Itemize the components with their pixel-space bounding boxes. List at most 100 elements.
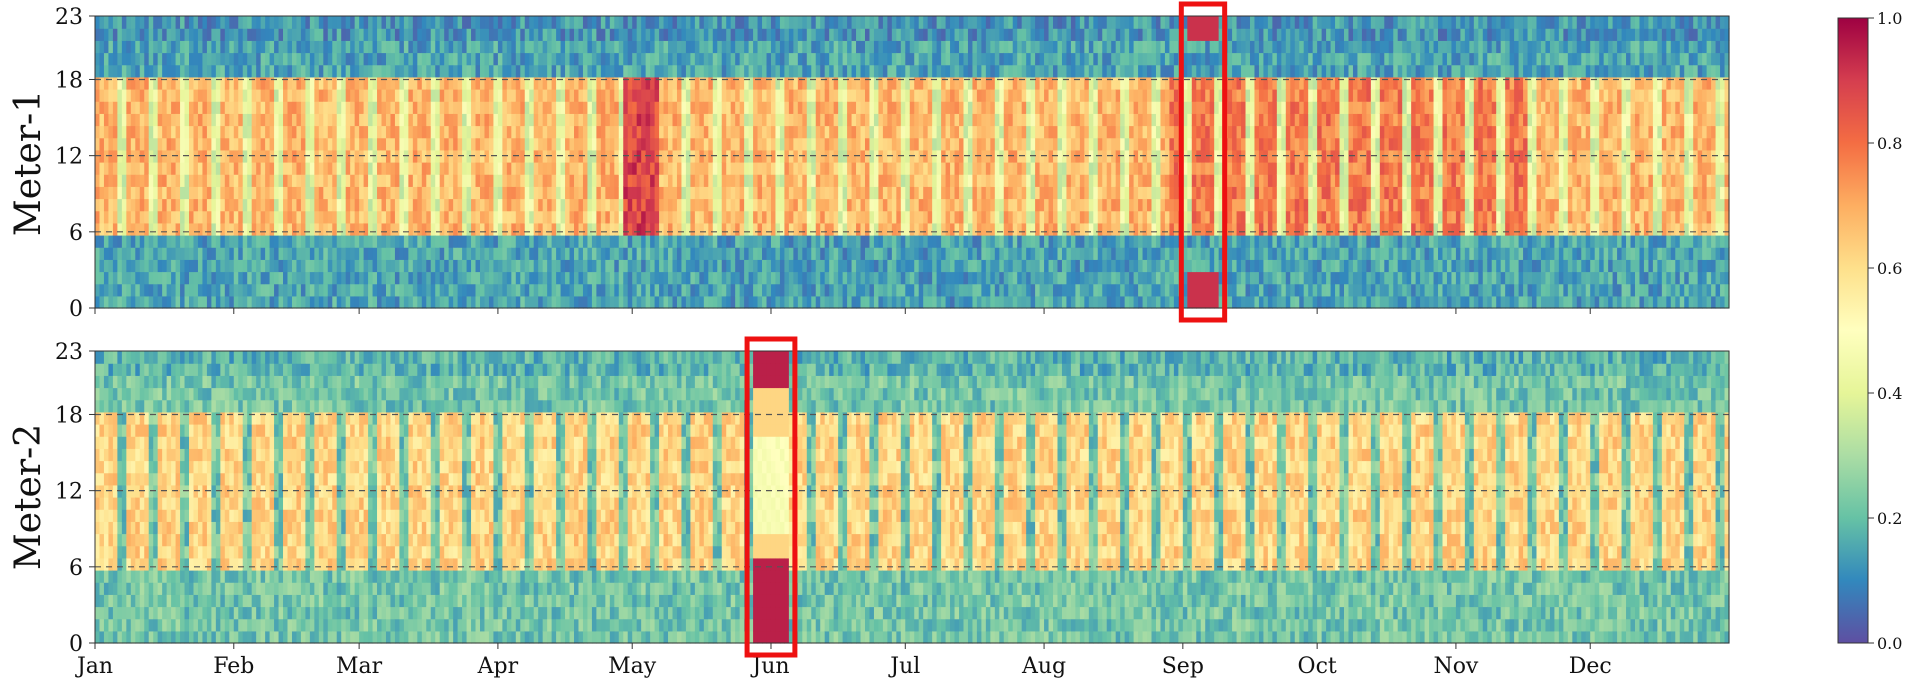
heatmap-cell — [999, 52, 1005, 66]
heatmap-cell — [462, 16, 468, 29]
heatmap-cell — [627, 247, 633, 260]
heatmap-cell — [318, 295, 324, 309]
heatmap-cell — [694, 149, 700, 163]
heatmap-cell — [618, 247, 624, 260]
heatmap-cell — [323, 222, 329, 236]
heatmap-cell — [354, 113, 360, 127]
heatmap-cell — [654, 235, 660, 248]
heatmap-cell — [882, 210, 888, 224]
heatmap-cell — [976, 198, 982, 212]
heatmap-cell — [197, 149, 204, 163]
heatmap-cell — [287, 283, 293, 297]
heatmap-cell — [193, 28, 199, 41]
heatmap-cell — [627, 174, 633, 187]
heatmap-cell — [533, 222, 539, 236]
heatmap-cell — [314, 64, 320, 78]
heatmap-cell — [403, 186, 409, 200]
heatmap-cell — [873, 125, 880, 139]
heatmap-cell — [497, 113, 503, 127]
heatmap-cell — [475, 149, 481, 163]
heatmap-cell — [918, 247, 924, 260]
heatmap-cell — [265, 174, 271, 187]
heatmap-cell — [112, 16, 118, 29]
heatmap-cell — [927, 259, 933, 273]
heatmap-cell — [726, 40, 732, 54]
heatmap-cell — [726, 259, 732, 273]
heatmap-cell — [274, 222, 280, 236]
heatmap-cell — [283, 283, 289, 297]
heatmap-cell — [681, 113, 687, 127]
heatmap-cell — [408, 198, 414, 212]
heatmap-cell — [676, 162, 683, 175]
heatmap-cell — [166, 162, 172, 175]
heatmap-cell — [744, 283, 750, 297]
heatmap-cell — [126, 210, 132, 224]
heatmap-cell — [171, 222, 177, 236]
heatmap-cell — [139, 76, 145, 90]
heatmap-cell — [229, 271, 235, 285]
heatmap-cell — [605, 137, 611, 151]
heatmap-cell — [327, 28, 333, 41]
heatmap-cell — [171, 64, 177, 78]
heatmap-cell — [381, 247, 387, 260]
heatmap-cell — [453, 52, 459, 66]
heatmap-cell — [193, 89, 199, 102]
heatmap-cell — [851, 247, 857, 260]
heatmap-cell — [967, 247, 974, 260]
heatmap-cell — [565, 149, 571, 163]
heatmap-cell — [475, 52, 481, 66]
heatmap-cell — [229, 16, 235, 29]
heatmap-cell — [95, 101, 101, 114]
heatmap-cell — [614, 89, 620, 102]
heatmap-cell — [95, 40, 101, 54]
heatmap-cell — [717, 283, 723, 297]
heatmap-cell — [788, 295, 794, 309]
heatmap-cell — [690, 162, 696, 175]
heatmap-cell — [963, 259, 969, 273]
heatmap-cell — [726, 174, 732, 187]
heatmap-cell — [779, 113, 786, 127]
heatmap-cell — [708, 259, 714, 273]
heatmap-cell — [283, 89, 289, 102]
heatmap-cell — [600, 210, 606, 224]
heatmap-cell — [950, 64, 956, 78]
heatmap-cell — [721, 137, 727, 151]
heatmap-cell — [547, 76, 553, 90]
heatmap-cell — [676, 52, 683, 66]
heatmap-cell — [891, 210, 897, 224]
heatmap-cell — [475, 162, 481, 175]
heatmap-cell — [497, 162, 503, 175]
heatmap-cell — [291, 247, 298, 260]
heatmap-cell — [215, 210, 221, 224]
heatmap-cell — [1003, 222, 1009, 236]
heatmap-cell — [650, 295, 656, 309]
heatmap-cell — [394, 186, 401, 200]
heatmap-cell — [699, 101, 705, 114]
heatmap-cell — [668, 16, 674, 29]
heatmap-cell — [770, 52, 777, 66]
heatmap-cell — [189, 113, 195, 127]
heatmap-cell — [148, 174, 154, 187]
heatmap-cell — [596, 64, 602, 78]
heatmap-cell — [578, 101, 584, 114]
heatmap-cell — [99, 295, 105, 309]
heatmap-cell — [309, 210, 315, 224]
heatmap-cell — [144, 52, 150, 66]
heatmap-cell — [753, 271, 759, 285]
heatmap-cell — [471, 101, 477, 114]
heatmap-cell — [847, 198, 853, 212]
heatmap-cell — [842, 40, 848, 54]
heatmap-cell — [354, 283, 360, 297]
heatmap-cell — [882, 52, 888, 66]
heatmap-cell — [820, 76, 826, 90]
heatmap-cell — [206, 210, 212, 224]
heatmap-cell — [873, 101, 880, 114]
heatmap-cell — [506, 125, 512, 139]
heatmap-cell — [385, 16, 392, 29]
heatmap-cell — [900, 28, 906, 41]
heatmap-cell — [954, 113, 960, 127]
heatmap-cell — [565, 283, 571, 297]
heatmap-cell — [762, 64, 768, 78]
heatmap-cell — [891, 222, 897, 236]
heatmap-cell — [229, 52, 235, 66]
